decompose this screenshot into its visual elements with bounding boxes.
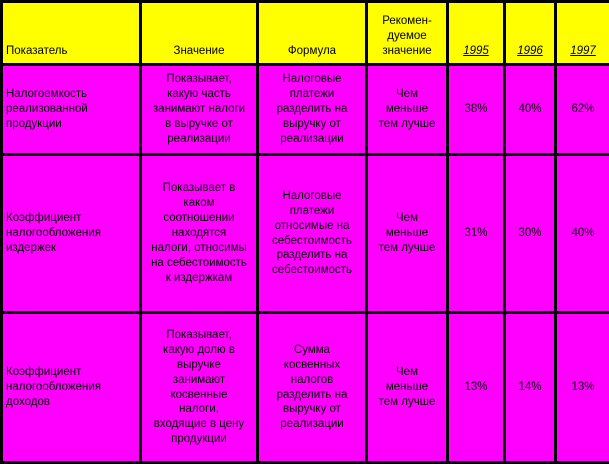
- table-header-row: Показатель Значение Формула Рекомен- дуе…: [2, 2, 609, 65]
- column-header-formula: Формула: [258, 2, 367, 65]
- cell-recommended-value: Чем меньше тем лучше: [367, 313, 448, 463]
- cell-formula: Налоговые платежи относимые на себестоим…: [258, 155, 367, 313]
- column-header-recommended-value: Рекомен- дуемое значение: [367, 2, 448, 65]
- cell-formula: Налоговые платежи разделить на выручку о…: [258, 65, 367, 155]
- table-row: Коэффициент налогообложения доходов Пока…: [2, 313, 609, 463]
- cell-indicator-text: Налогоемкость реализованной продукции: [6, 87, 136, 132]
- cell-year-1996-text: 40%: [509, 102, 551, 117]
- cell-year-1996-text: 30%: [509, 226, 551, 241]
- column-header-year-1997-label: 1997: [560, 44, 606, 59]
- cell-value: Показывает, какую часть занимают налоги …: [141, 65, 258, 155]
- cell-value-text: Показывает, какую долю в выручке занимаю…: [145, 328, 253, 448]
- cell-indicator: Коэффициент налогообложения издержек: [2, 155, 141, 313]
- cell-year-1995-text: 38%: [452, 102, 500, 117]
- column-header-year-1997: 1997: [556, 2, 609, 65]
- cell-year-1996: 30%: [505, 155, 556, 313]
- cell-indicator-text: Коэффициент налогообложения издержек: [6, 211, 136, 256]
- cell-year-1996: 14%: [505, 313, 556, 463]
- cell-indicator-text: Коэффициент налогообложения доходов: [6, 365, 136, 410]
- column-header-value-label: Значение: [145, 44, 253, 59]
- column-header-indicator: Показатель: [2, 2, 141, 65]
- column-header-year-1995-label: 1995: [452, 44, 500, 59]
- cell-recommended-value-text: Чем меньше тем лучше: [371, 365, 443, 410]
- column-header-formula-label: Формула: [262, 44, 362, 59]
- cell-formula: Сумма косвенных налогов разделить на выр…: [258, 313, 367, 463]
- column-header-year-1995: 1995: [448, 2, 505, 65]
- cell-year-1997: 13%: [556, 313, 609, 463]
- column-header-year-1996: 1996: [505, 2, 556, 65]
- table-row: Налогоемкость реализованной продукции По…: [2, 65, 609, 155]
- cell-year-1997-text: 62%: [560, 102, 606, 117]
- column-header-year-1996-label: 1996: [509, 44, 551, 59]
- cell-value-text: Показывает, какую часть занимают налоги …: [145, 72, 253, 147]
- cell-year-1997-text: 40%: [560, 226, 606, 241]
- table-row: Коэффициент налогообложения издержек Пок…: [2, 155, 609, 313]
- cell-recommended-value: Чем меньше тем лучше: [367, 155, 448, 313]
- cell-formula-text: Налоговые платежи относимые на себестоим…: [262, 189, 362, 279]
- cell-year-1997: 40%: [556, 155, 609, 313]
- cell-formula-text: Налоговые платежи разделить на выручку о…: [262, 72, 362, 147]
- cell-year-1995: 13%: [448, 313, 505, 463]
- cell-indicator: Налогоемкость реализованной продукции: [2, 65, 141, 155]
- column-header-recommended-value-label: Рекомен- дуемое значение: [371, 14, 443, 59]
- cell-year-1997: 62%: [556, 65, 609, 155]
- column-header-indicator-label: Показатель: [6, 44, 136, 59]
- cell-value: Показывает, какую долю в выручке занимаю…: [141, 313, 258, 463]
- cell-recommended-value-text: Чем меньше тем лучше: [371, 211, 443, 256]
- cell-formula-text: Сумма косвенных налогов разделить на выр…: [262, 343, 362, 433]
- cell-year-1995-text: 31%: [452, 226, 500, 241]
- cell-indicator: Коэффициент налогообложения доходов: [2, 313, 141, 463]
- cell-recommended-value-text: Чем меньше тем лучше: [371, 87, 443, 132]
- cell-year-1995: 38%: [448, 65, 505, 155]
- cell-year-1995-text: 13%: [452, 380, 500, 395]
- cell-value: Показывает в каком соотношении находятся…: [141, 155, 258, 313]
- cell-year-1996: 40%: [505, 65, 556, 155]
- cell-recommended-value: Чем меньше тем лучше: [367, 65, 448, 155]
- cell-year-1995: 31%: [448, 155, 505, 313]
- column-header-value: Значение: [141, 2, 258, 65]
- cell-year-1996-text: 14%: [509, 380, 551, 395]
- cell-value-text: Показывает в каком соотношении находятся…: [145, 181, 253, 286]
- cell-year-1997-text: 13%: [560, 380, 606, 395]
